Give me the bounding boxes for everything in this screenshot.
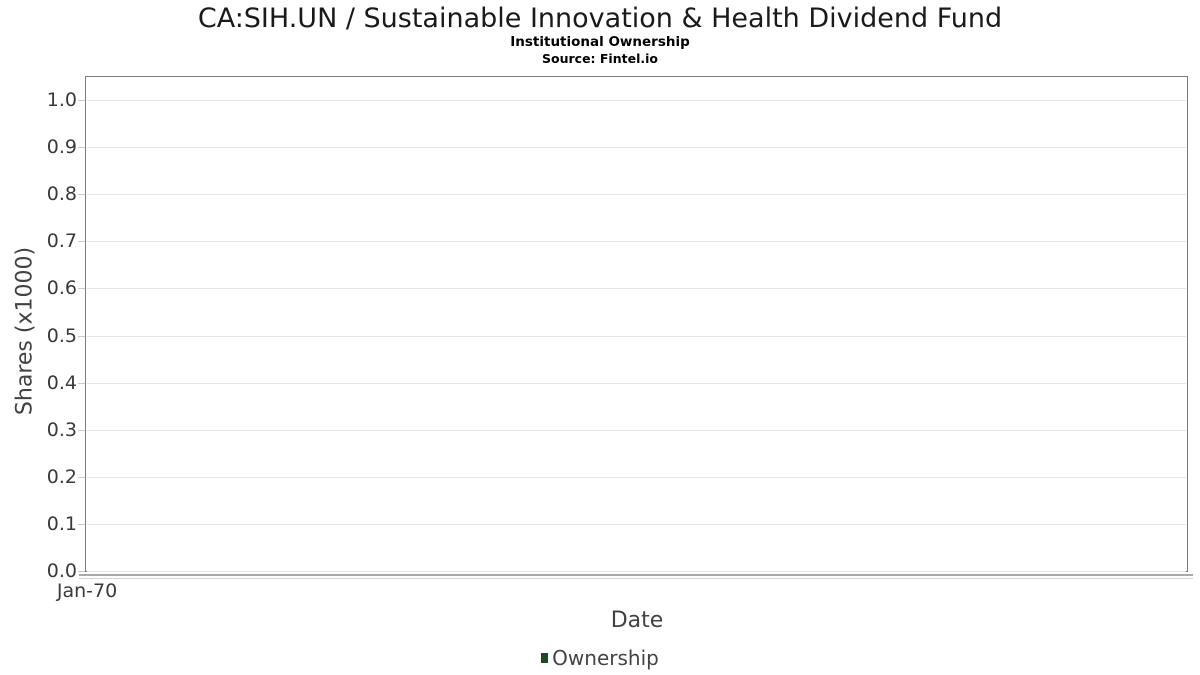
x-axis-title: Date (610, 608, 664, 633)
gridline-y-0.4 (87, 383, 1186, 384)
x-axis-shadow-line (79, 578, 1193, 579)
gridline-y-1.0 (87, 100, 1186, 101)
gridline-y-0.0 (87, 571, 1186, 572)
y-tick-label: 0.1 (46, 513, 77, 535)
chart-subtitle: Institutional Ownership (510, 34, 690, 50)
y-tick-mark (78, 241, 85, 242)
x-axis-line (79, 574, 1193, 576)
y-tick-label: 0.7 (46, 230, 77, 252)
y-tick-mark (78, 524, 85, 525)
y-tick-label: 0.4 (46, 372, 77, 394)
y-tick-label: 0.8 (46, 183, 77, 205)
y-tick-mark (78, 430, 85, 431)
y-tick-mark (78, 383, 85, 384)
x-tick-label: Jan-70 (56, 580, 118, 602)
chart-source: Source: Fintel.io (542, 51, 658, 66)
y-tick-mark (78, 477, 85, 478)
y-tick-mark (78, 336, 85, 337)
y-tick-mark (78, 147, 85, 148)
gridline-y-0.2 (87, 477, 1186, 478)
y-tick-label: 0.0 (46, 560, 77, 582)
legend: Ownership (0, 645, 1200, 671)
y-tick-mark (78, 194, 85, 195)
y-tick-label: 1.0 (46, 89, 77, 111)
gridline-y-0.8 (87, 194, 1186, 195)
y-tick-label: 0.6 (46, 277, 77, 299)
gridline-y-0.7 (87, 241, 1186, 242)
y-tick-label: 0.2 (46, 466, 77, 488)
y-axis-title: Shares (x1000) (12, 246, 38, 416)
legend-entry-ownership[interactable]: Ownership (541, 645, 659, 671)
gridline-y-0.6 (87, 288, 1186, 289)
gridline-y-0.5 (87, 336, 1186, 337)
gridline-y-0.3 (87, 430, 1186, 431)
gridline-y-0.9 (87, 147, 1186, 148)
legend-swatch-icon (541, 653, 549, 663)
y-tick-label: 0.3 (46, 419, 77, 441)
chart-title: CA:SIH.UN / Sustainable Innovation & Hea… (197, 3, 1003, 34)
y-tick-label: 0.5 (46, 325, 77, 347)
gridline-y-0.1 (87, 524, 1186, 525)
legend-label: Ownership (552, 646, 659, 670)
y-tick-mark (78, 288, 85, 289)
y-tick-label: 0.9 (46, 136, 77, 158)
y-tick-mark (78, 571, 85, 572)
plot-area (85, 76, 1188, 572)
y-tick-mark (78, 100, 85, 101)
